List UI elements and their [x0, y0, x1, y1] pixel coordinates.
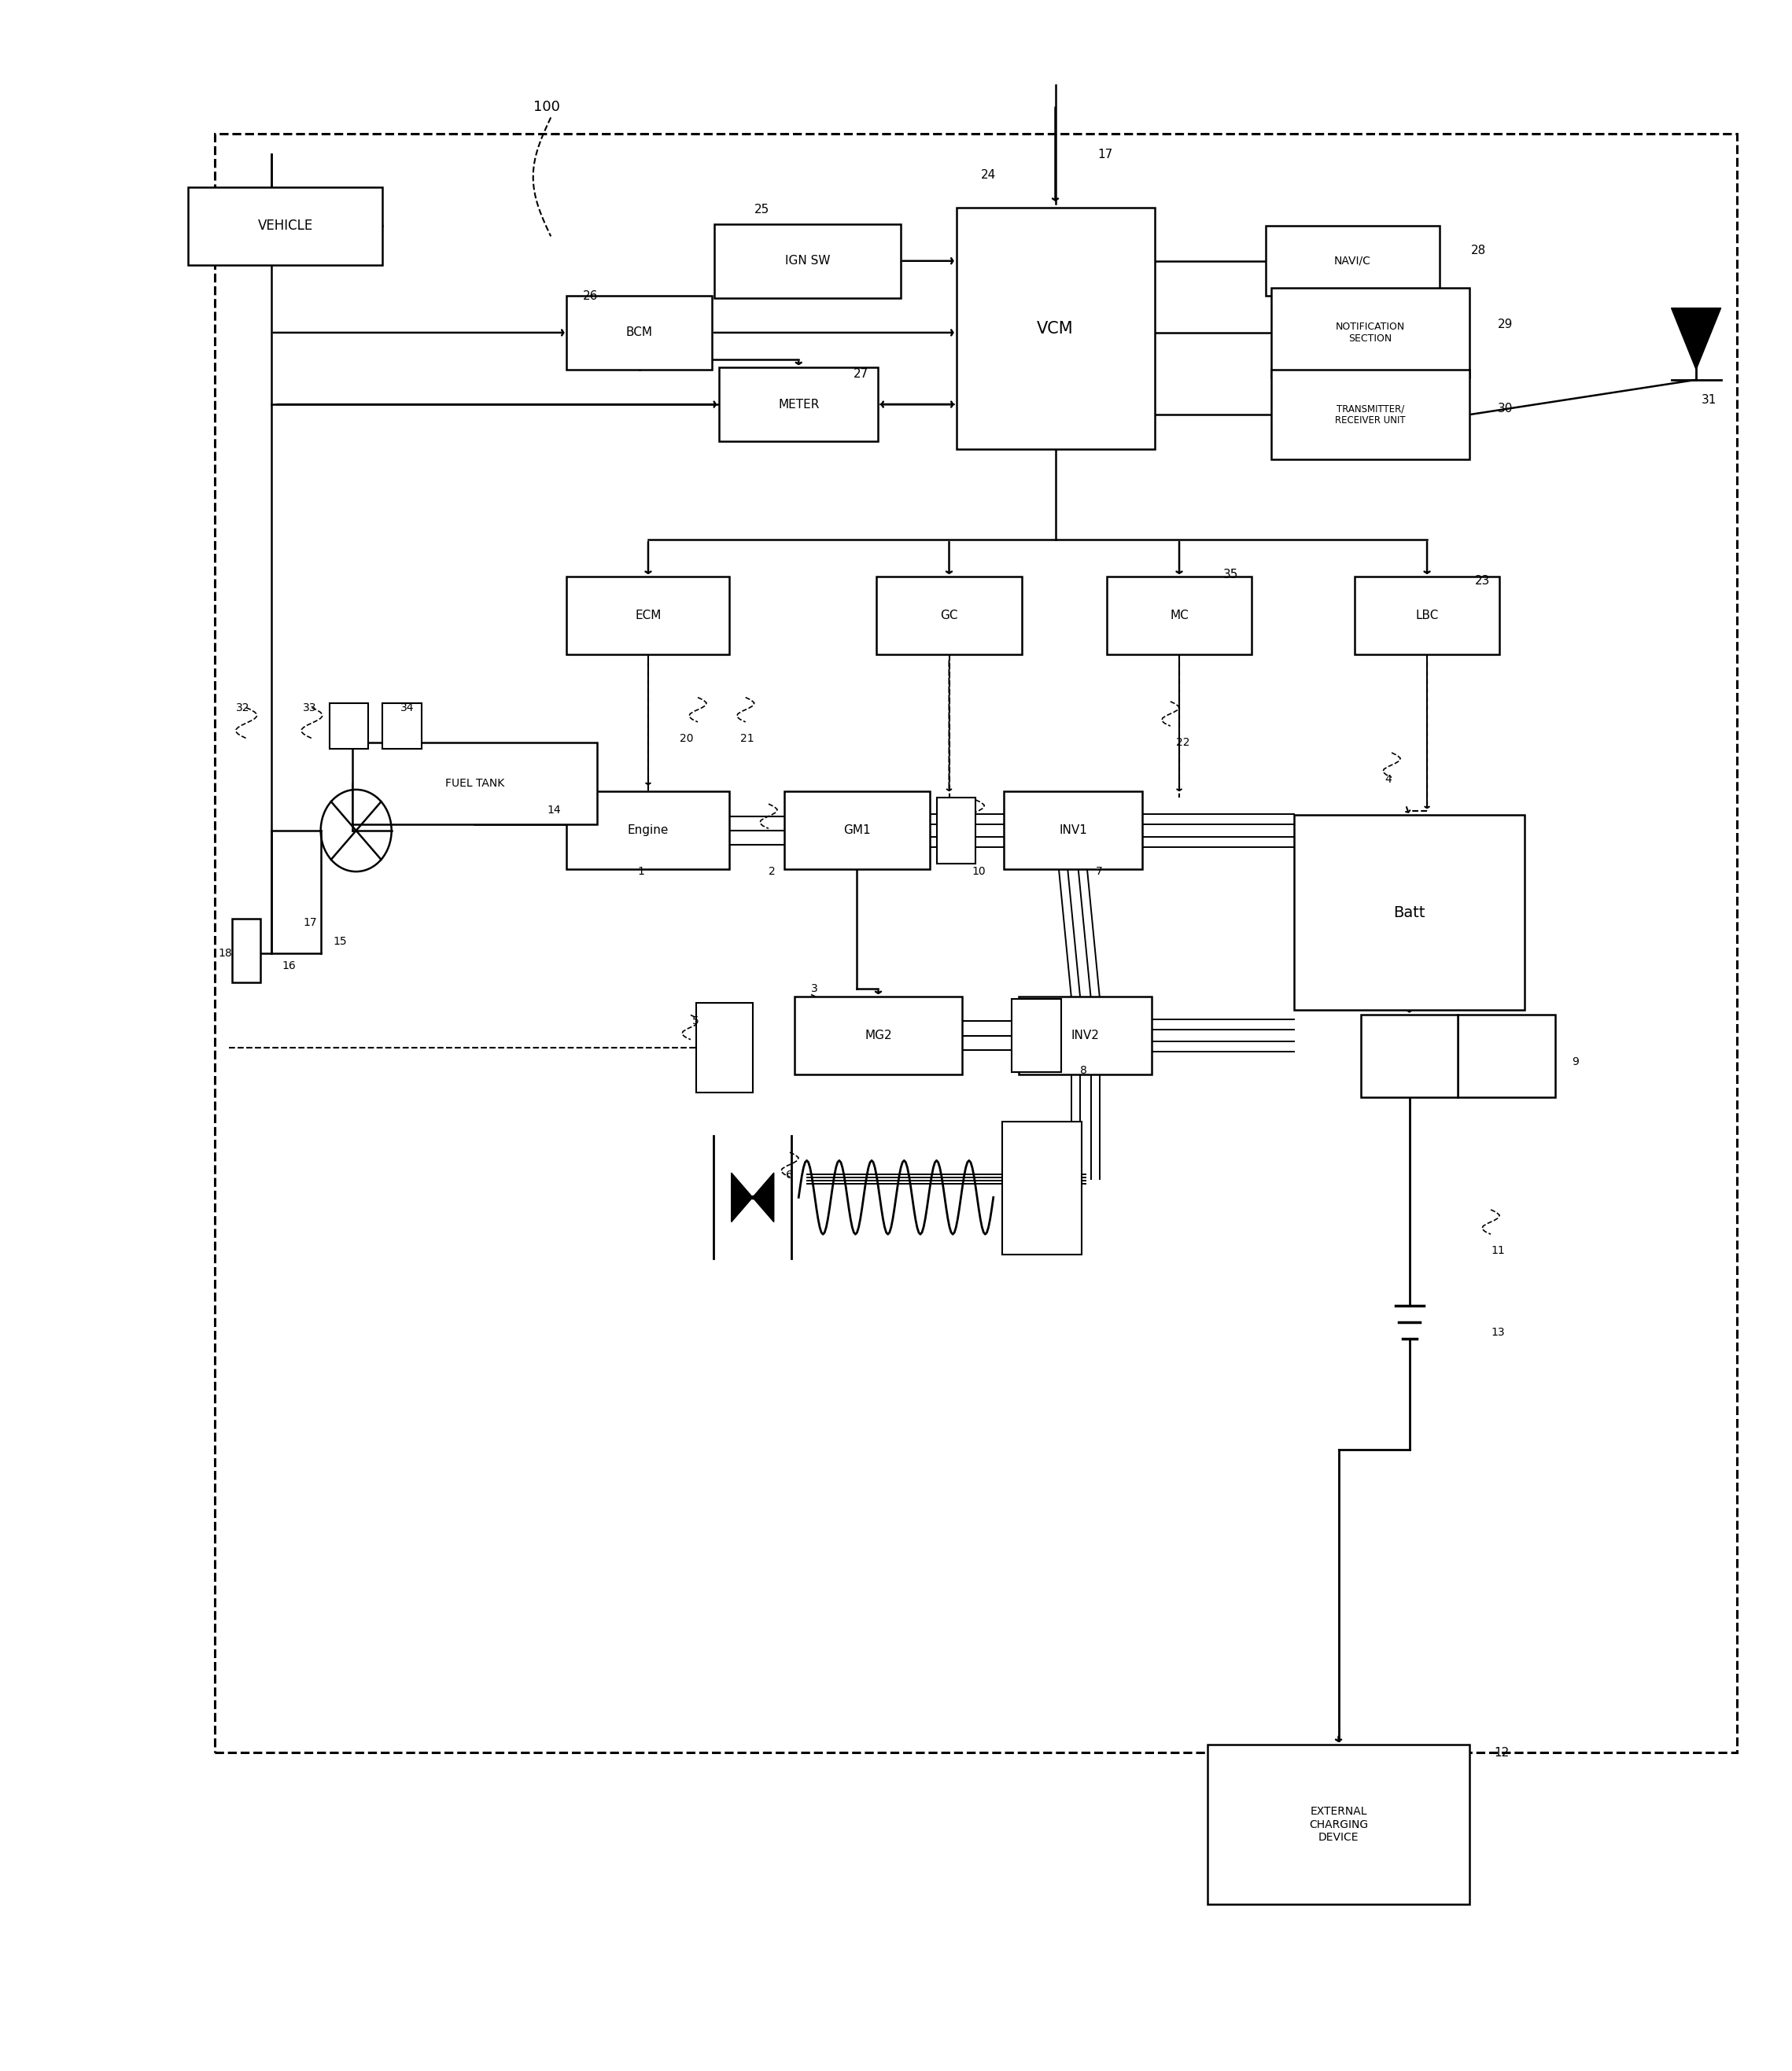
Text: 14: 14: [547, 806, 561, 816]
Text: 22: 22: [1176, 737, 1190, 748]
Text: 13: 13: [1491, 1328, 1505, 1338]
FancyBboxPatch shape: [715, 224, 900, 298]
Text: LBC: LBC: [1416, 609, 1439, 621]
FancyBboxPatch shape: [330, 704, 369, 748]
Text: GC: GC: [941, 609, 959, 621]
Text: 34: 34: [400, 702, 414, 712]
FancyBboxPatch shape: [1002, 1122, 1082, 1255]
Text: Engine: Engine: [627, 824, 668, 837]
Text: METER: METER: [778, 398, 819, 410]
FancyBboxPatch shape: [566, 791, 729, 870]
FancyBboxPatch shape: [876, 576, 1021, 654]
FancyBboxPatch shape: [566, 296, 711, 369]
Text: 11: 11: [1491, 1245, 1505, 1257]
Text: MG2: MG2: [866, 1029, 892, 1042]
Text: INV1: INV1: [1059, 824, 1088, 837]
FancyBboxPatch shape: [785, 791, 930, 870]
Text: 3: 3: [812, 984, 817, 994]
FancyBboxPatch shape: [1271, 369, 1469, 460]
FancyBboxPatch shape: [695, 1002, 753, 1093]
Text: BCM: BCM: [625, 327, 652, 338]
FancyBboxPatch shape: [1004, 791, 1142, 870]
Text: ECM: ECM: [634, 609, 661, 621]
Text: 2: 2: [769, 866, 776, 878]
Text: TRANSMITTER/
RECEIVER UNIT: TRANSMITTER/ RECEIVER UNIT: [1335, 404, 1405, 427]
Text: 20: 20: [679, 733, 694, 743]
FancyBboxPatch shape: [233, 920, 260, 982]
FancyBboxPatch shape: [719, 367, 878, 441]
Text: NAVI/C: NAVI/C: [1335, 255, 1371, 267]
Text: MC: MC: [1170, 609, 1188, 621]
Text: GM1: GM1: [844, 824, 871, 837]
Text: 32: 32: [237, 702, 249, 712]
Text: 18: 18: [219, 949, 231, 959]
Text: FUEL TANK: FUEL TANK: [444, 779, 504, 789]
Text: 16: 16: [281, 961, 296, 971]
FancyBboxPatch shape: [215, 135, 1736, 1752]
Text: INV2: INV2: [1072, 1029, 1100, 1042]
Text: 15: 15: [333, 936, 348, 946]
FancyBboxPatch shape: [188, 186, 383, 265]
Text: 8: 8: [1081, 1064, 1088, 1075]
FancyBboxPatch shape: [353, 743, 597, 824]
Text: 28: 28: [1471, 244, 1486, 257]
Text: 25: 25: [754, 203, 769, 215]
Polygon shape: [753, 1172, 774, 1222]
Text: VCM: VCM: [1038, 321, 1073, 336]
Text: 29: 29: [1498, 319, 1512, 331]
Text: IGN SW: IGN SW: [785, 255, 830, 267]
Text: 7: 7: [1097, 866, 1102, 878]
Text: 27: 27: [853, 369, 869, 379]
FancyBboxPatch shape: [1265, 226, 1439, 296]
FancyBboxPatch shape: [1294, 816, 1525, 1011]
Text: 24: 24: [980, 170, 996, 180]
FancyBboxPatch shape: [1012, 998, 1061, 1073]
FancyBboxPatch shape: [1459, 1015, 1555, 1098]
Text: VEHICLE: VEHICLE: [258, 220, 314, 234]
Text: 10: 10: [971, 866, 986, 878]
Text: 21: 21: [740, 733, 754, 743]
FancyBboxPatch shape: [937, 797, 975, 864]
FancyBboxPatch shape: [794, 996, 962, 1075]
Text: 26: 26: [582, 290, 599, 302]
Text: 35: 35: [1224, 570, 1238, 580]
Text: Batt: Batt: [1394, 905, 1425, 920]
Text: 12: 12: [1495, 1746, 1509, 1758]
Text: 30: 30: [1498, 402, 1512, 414]
Text: 17: 17: [303, 917, 317, 928]
FancyBboxPatch shape: [383, 704, 421, 748]
Text: 33: 33: [303, 702, 317, 712]
FancyBboxPatch shape: [1360, 1015, 1459, 1098]
FancyBboxPatch shape: [957, 207, 1154, 449]
Text: 23: 23: [1475, 574, 1491, 586]
Text: 5: 5: [692, 1015, 699, 1027]
FancyBboxPatch shape: [566, 576, 729, 654]
FancyBboxPatch shape: [1355, 576, 1500, 654]
Text: 31: 31: [1701, 393, 1717, 406]
FancyBboxPatch shape: [1107, 576, 1253, 654]
FancyBboxPatch shape: [1271, 288, 1469, 377]
FancyBboxPatch shape: [1208, 1744, 1469, 1905]
Text: 4: 4: [1385, 775, 1391, 785]
Text: 17: 17: [1098, 149, 1113, 159]
Text: 9: 9: [1572, 1056, 1579, 1069]
Text: EXTERNAL
CHARGING
DEVICE: EXTERNAL CHARGING DEVICE: [1308, 1806, 1367, 1843]
Text: NOTIFICATION
SECTION: NOTIFICATION SECTION: [1335, 321, 1405, 344]
FancyBboxPatch shape: [1020, 996, 1152, 1075]
Text: 1: 1: [638, 866, 645, 878]
Text: 100: 100: [532, 99, 559, 114]
Text: 6: 6: [787, 1170, 794, 1180]
Polygon shape: [1672, 309, 1720, 369]
Polygon shape: [731, 1172, 753, 1222]
